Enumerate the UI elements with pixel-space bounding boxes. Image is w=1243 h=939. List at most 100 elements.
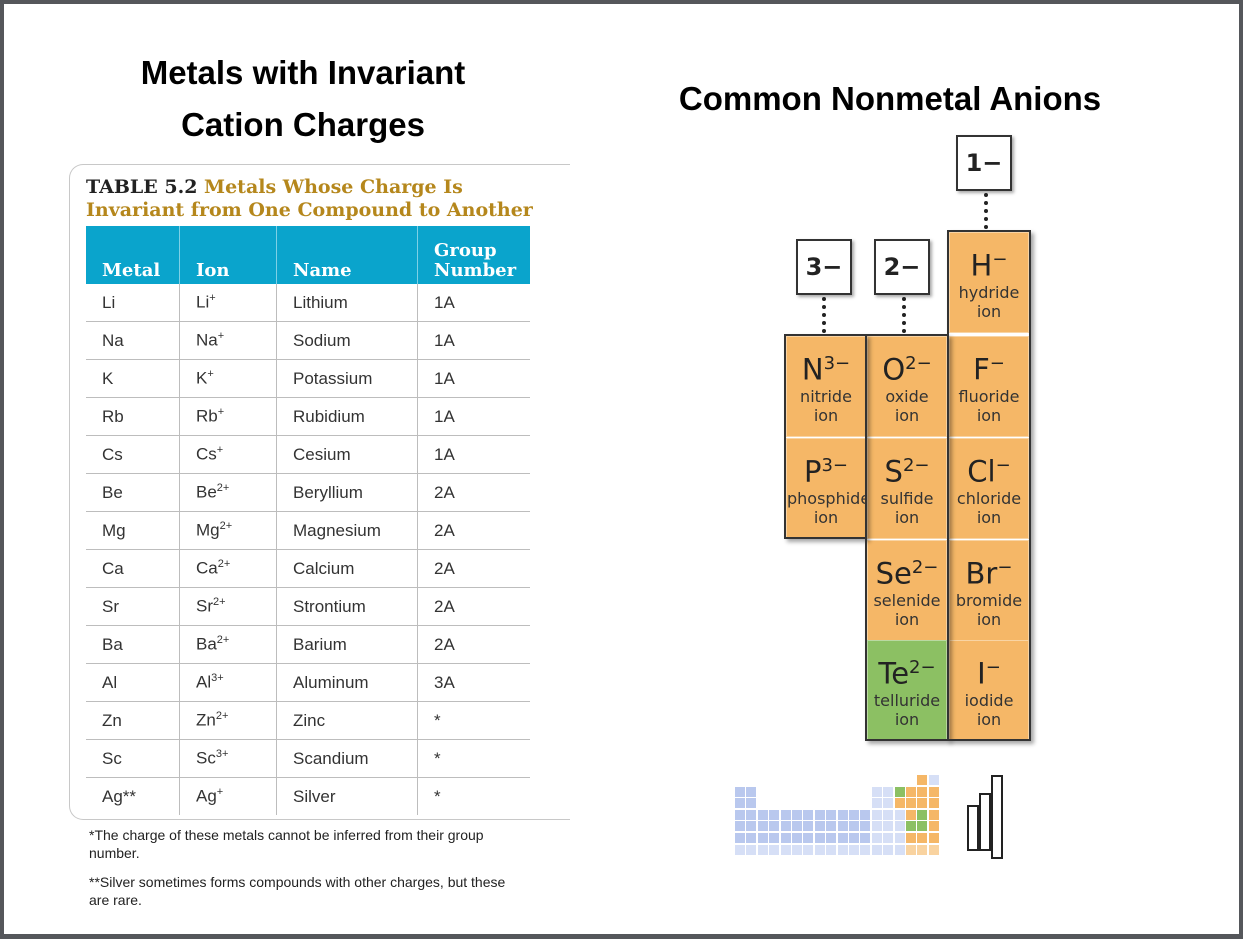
caption-text-1: Metals Whose Charge Is <box>204 176 463 198</box>
anion-charge: − <box>995 455 1011 476</box>
mini-table-square <box>735 786 745 797</box>
mini-table-square <box>769 821 780 832</box>
cell-metal: Rb <box>86 397 180 436</box>
table-row: Li Li+ Lithium 1A <box>86 284 530 322</box>
anion-charge: 2− <box>911 557 939 578</box>
anion-name: telluride <box>873 690 941 710</box>
header-group-number: Group Number <box>417 226 530 284</box>
ion-base: Ba <box>196 634 217 654</box>
anion-name: iodide <box>964 690 1014 710</box>
ion-charge: + <box>209 292 216 305</box>
dotted-connector <box>984 193 988 229</box>
table-row: Al Al3+ Aluminum 3A <box>86 663 530 702</box>
mini-table-square <box>780 809 791 820</box>
cell-group: 1A <box>417 284 530 322</box>
mini-table-square <box>780 833 791 843</box>
ion-base: Sr <box>196 596 213 616</box>
mini-table-square <box>826 809 837 820</box>
cell-metal: Ba <box>86 625 180 664</box>
mini-table-square <box>906 821 916 832</box>
footnote-2: **Silver sometimes forms compounds with … <box>89 874 506 908</box>
ion-base: Cs <box>196 444 217 464</box>
cell-metal: Ca <box>86 549 180 588</box>
anion-cell: P3− phosphide ion <box>786 438 870 539</box>
cell-name: Magnesium <box>276 511 418 550</box>
ion-base: Be <box>196 482 217 502</box>
mini-table-square <box>883 821 894 832</box>
cell-name: Rubidium <box>276 397 418 436</box>
mini-table-square <box>735 809 745 820</box>
mini-table-square <box>894 809 905 820</box>
cell-ion: Al3+ <box>179 663 277 702</box>
table-row: Be Be2+ Beryllium 2A <box>86 473 530 512</box>
table-row: K K+ Potassium 1A <box>86 359 530 398</box>
ion-charge: 2+ <box>216 634 230 647</box>
cell-group: 2A <box>417 587 530 626</box>
mini-table-square <box>928 786 939 797</box>
ion-charge: 3+ <box>215 748 229 761</box>
mini-table-square <box>871 786 882 797</box>
mini-table-square <box>894 844 905 855</box>
mini-table-square <box>792 821 802 832</box>
anion-ion-label: ion <box>813 507 839 527</box>
ion-charge: + <box>216 786 224 799</box>
cell-metal: Zn <box>86 701 180 740</box>
mini-table-square <box>814 844 825 855</box>
group-15-outline <box>784 334 867 539</box>
mini-table-square <box>917 844 928 855</box>
cell-name: Potassium <box>276 359 418 398</box>
anion-symbol: Br− <box>950 551 1028 591</box>
cell-metal: Sc <box>86 739 180 778</box>
anion-cell: O2− oxide ion <box>867 336 947 437</box>
cell-ion: Li+ <box>179 284 277 322</box>
anion-cell: S2− sulfide ion <box>867 438 947 539</box>
mini-table-square <box>928 833 939 843</box>
mini-table-square <box>871 809 882 820</box>
table-row: Rb Rb+ Rubidium 1A <box>86 397 530 436</box>
mini-table-square <box>792 809 802 820</box>
anion-name: oxide <box>885 386 929 406</box>
mini-table-square <box>871 844 882 855</box>
mini-table-square <box>883 809 894 820</box>
cell-ion: Rb+ <box>179 397 277 436</box>
mini-table-square <box>757 821 768 832</box>
cell-group: 2A <box>417 511 530 550</box>
mini-table-square <box>860 821 871 832</box>
mini-table-square <box>814 833 825 843</box>
table-row: Sr Sr2+ Strontium 2A <box>86 587 530 626</box>
mini-table-square <box>746 786 757 797</box>
mini-table-square <box>928 821 939 832</box>
anion-symbol: O2− <box>868 347 946 387</box>
cell-group: * <box>417 739 530 778</box>
cell-metal: K <box>86 359 180 398</box>
mini-table-square <box>860 833 871 843</box>
anion-cell: Cl− chloride ion <box>949 438 1029 539</box>
mini-table-square <box>826 844 837 855</box>
mini-table-square <box>917 786 928 797</box>
ion-charge: + <box>217 406 225 419</box>
anion-ion-label: ion <box>894 709 920 729</box>
mini-table-square <box>906 844 916 855</box>
cell-name: Beryllium <box>276 473 418 512</box>
mini-table-square <box>871 833 882 843</box>
mini-table-square <box>871 798 882 809</box>
cell-ion: Be2+ <box>179 473 277 512</box>
anion-ion-label: ion <box>976 609 1002 629</box>
anion-ion-label: ion <box>894 507 920 527</box>
mini-table-square <box>883 833 894 843</box>
cell-metal: Cs <box>86 435 180 474</box>
anion-ion-label: ion <box>894 609 920 629</box>
anion-cell: I− iodide ion <box>949 640 1029 741</box>
anion-base: O <box>882 352 906 387</box>
table-header-row: Metal Ion Name Group Number <box>86 226 530 284</box>
mini-table-square <box>894 798 905 809</box>
table-panel <box>69 164 570 820</box>
ion-base: K <box>196 368 208 388</box>
caption-text-2: Invariant from One Compound to Another <box>86 199 533 221</box>
anion-cell: Se2− selenide ion <box>867 540 947 641</box>
table-row: Ca Ca2+ Calcium 2A <box>86 549 530 588</box>
mini-table-square <box>894 833 905 843</box>
mini-table-square <box>735 844 745 855</box>
mini-table-square <box>746 833 757 843</box>
